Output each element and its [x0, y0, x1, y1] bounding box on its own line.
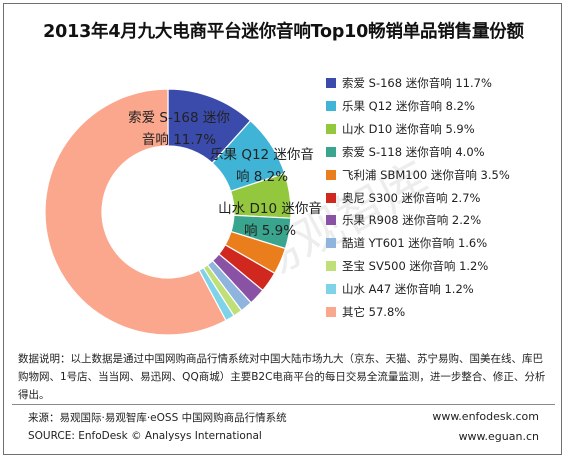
legend-swatch: [326, 146, 336, 157]
legend-swatch: [326, 261, 336, 272]
legend-label: 山水 D10 迷你音响 5.9%: [342, 121, 475, 136]
legend-swatch: [326, 100, 336, 111]
legend-label: 其它 57.8%: [342, 305, 406, 319]
legend-label: 飞利浦 SBM100 迷你音响 3.5%: [342, 167, 510, 182]
legend-label: 圣宝 SV500 迷你音响 1.2%: [342, 259, 489, 274]
chart-title: 2013年4月九大电商平台迷你音响Top10畅销单品销售量份额: [43, 22, 524, 42]
legend-label: 乐果 Q12 迷你音响 8.2%: [342, 98, 475, 113]
donut-chart: 索爱 S-168 迷你音响 11.7%乐果 Q12 迷你音响 8.2% 山水 D1…: [44, 88, 322, 336]
slice-10: [44, 88, 227, 336]
legend-label: 索爱 S-118 迷你音响 4.0%: [342, 144, 485, 159]
legend-swatch: [326, 123, 336, 134]
legend-label: 索爱 S-168 迷你音响 11.7%: [342, 76, 492, 90]
legend-swatch: [326, 307, 336, 317]
url-enfodesk: www.enfodesk.com: [432, 410, 539, 423]
footer-divider: [12, 404, 555, 405]
legend-label: 奥尼 S300 迷你音响 2.7%: [342, 190, 481, 205]
legend-label: 酷道 YT601 迷你音响 1.6%: [342, 236, 488, 251]
legend-label: 乐果 R908 迷你音响 2.2%: [342, 213, 482, 228]
legend-swatch: [326, 215, 336, 226]
legend-swatch: [326, 192, 336, 203]
legend-swatch: [326, 284, 336, 295]
source-en: SOURCE: EnfoDesk © Analysys Internationa…: [28, 430, 262, 442]
legend-swatch: [326, 238, 336, 249]
legend-label: 山水 A47 迷你音响 1.2%: [342, 282, 474, 297]
data-label-0: 索爱 S-168 迷你音响 11.7%: [128, 110, 230, 148]
source-cn: 来源：易观国际·易观智库·eOSS 中国网购商品行情系统: [28, 412, 287, 424]
legend-swatch: [326, 169, 336, 180]
data-label-2: 山水 D10 迷你音响 5.9%: [218, 200, 322, 239]
chart-frame: 2013年4月九大电商平台迷你音响Top10畅销单品销售量份额 易观智库 索爱 …: [3, 3, 562, 455]
legend-swatch: [326, 78, 336, 88]
data-note: 数据说明：以上数据是通过中国网购商品行情系统对中国大陆市场九大（京东、天猫、苏宁…: [18, 353, 546, 401]
url-eguan: www.eguan.cn: [458, 430, 539, 443]
data-label-1: 乐果 Q12 迷你音响 8.2%: [210, 146, 314, 185]
